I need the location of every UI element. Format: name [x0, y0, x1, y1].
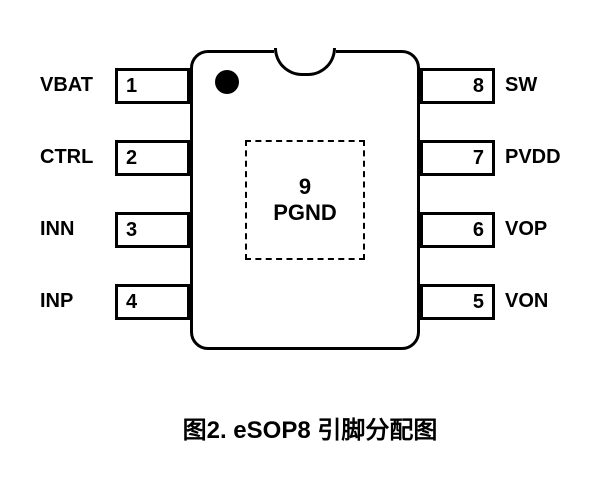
- exposed-pad-number: 9: [245, 174, 365, 200]
- pin-5-label: VON: [505, 290, 548, 313]
- pin-2-label: CTRL: [40, 146, 93, 169]
- pin-5-number: 5: [473, 291, 484, 314]
- pin-6-label: VOP: [505, 218, 547, 241]
- pin-4-label: INP: [40, 290, 73, 313]
- pin-8-number: 8: [473, 75, 484, 98]
- pin1-indicator-dot: [215, 70, 239, 94]
- pin-4-number: 4: [126, 291, 137, 314]
- pin-1-label: VBAT: [40, 74, 93, 97]
- pin-1-box: 1: [115, 68, 190, 104]
- pin-1-number: 1: [126, 75, 137, 98]
- pin-3-number: 3: [126, 219, 137, 242]
- pin-8-box: 8: [420, 68, 495, 104]
- pin-3-label: INN: [40, 218, 74, 241]
- pin-6-box: 6: [420, 212, 495, 248]
- pin-2-number: 2: [126, 147, 137, 170]
- exposed-pad-label: 9 PGND: [245, 174, 365, 227]
- pinout-diagram: 9 PGND 1 VBAT 2 CTRL 3 INN 4 INP 8 SW 7 PVDD 6 VOP 5V…: [0, 0, 600, 500]
- figure-caption: 图2. eSOP8 引脚分配图: [150, 410, 470, 445]
- pin-7-number: 7: [473, 147, 484, 170]
- pin-2-box: 2: [115, 140, 190, 176]
- pin-5-box: 5: [420, 284, 495, 320]
- pin-8-label: SW: [505, 74, 537, 97]
- pin-4-box: 4: [115, 284, 190, 320]
- pin-6-number: 6: [473, 219, 484, 242]
- pin-7-label: PVDD: [505, 146, 561, 169]
- pin-7-box: 7: [420, 140, 495, 176]
- pin-3-box: 3: [115, 212, 190, 248]
- exposed-pad-name: PGND: [245, 200, 365, 226]
